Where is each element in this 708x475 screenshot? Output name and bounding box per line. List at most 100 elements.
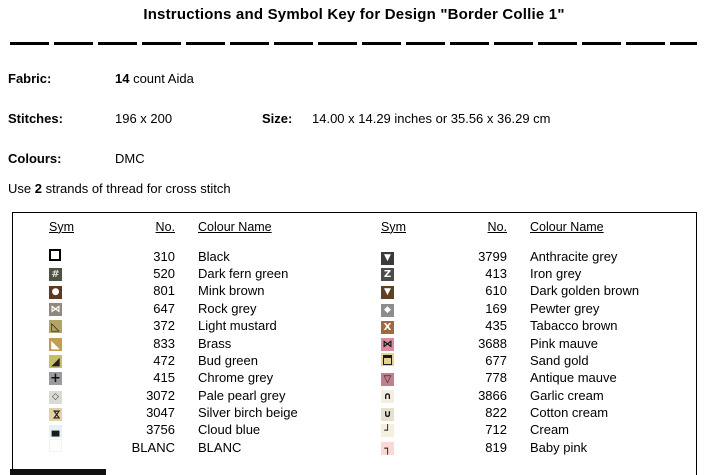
colours-label: Colours: bbox=[8, 151, 62, 166]
key-row: 310 Black bbox=[49, 247, 349, 264]
header-sym: Sym bbox=[49, 219, 74, 234]
colour-name: Bud green bbox=[198, 352, 258, 368]
symbol-glyph: ⋈ bbox=[50, 304, 61, 316]
thread-number: 413 bbox=[485, 265, 507, 281]
page-cutoff-line bbox=[10, 469, 106, 475]
symbol-cell: ▼ bbox=[381, 248, 431, 265]
stitches-value: 196 x 200 bbox=[115, 111, 173, 126]
key-row: ◺ 372 Light mustard bbox=[49, 317, 349, 334]
symbol-swatch-icon: + bbox=[49, 372, 62, 386]
symbol-cell: ▄ bbox=[49, 422, 99, 438]
symbol-glyph: ∩ bbox=[383, 391, 392, 403]
symbol-glyph: ┐ bbox=[384, 441, 391, 455]
symbol-swatch-icon: ▄ bbox=[49, 424, 62, 438]
key-rows-left: 310 Black #520 Dark fern green ● 801 Mink brow… bbox=[49, 247, 349, 456]
key-row: ⋈ 3047 Silver birch beige bbox=[49, 404, 349, 421]
symbol-cell: ∩ bbox=[381, 387, 431, 404]
thread-number: 819 bbox=[485, 439, 507, 455]
symbol-swatch-icon: ⋈ bbox=[49, 303, 62, 317]
symbol-cell: ┘ bbox=[381, 422, 431, 438]
key-row: ▄ 3756 Cloud blue bbox=[49, 421, 349, 438]
symbol-glyph: ┘ bbox=[384, 424, 391, 438]
colour-name: Dark golden brown bbox=[530, 283, 640, 299]
symbol-swatch-icon: ⋈ bbox=[381, 338, 394, 352]
thread-number: BLANC bbox=[131, 439, 175, 455]
colour-name: Tabacco brown bbox=[530, 318, 618, 334]
symbol-swatch-icon bbox=[381, 353, 394, 367]
header-colour-name: Colour Name bbox=[530, 219, 604, 234]
strands-suffix: strands of thread for cross stitch bbox=[41, 181, 231, 196]
symbol-glyph: ◺ bbox=[51, 320, 60, 334]
symbol-swatch-icon: ▼ bbox=[381, 286, 394, 300]
header-no: No. bbox=[487, 219, 507, 234]
symbol-cell bbox=[49, 248, 99, 264]
key-row: ◣ 833 Brass bbox=[49, 334, 349, 351]
symbol-swatch-icon bbox=[49, 439, 62, 453]
fabric-rest: count Aida bbox=[129, 71, 194, 86]
key-header-row: Sym No. Colour Name bbox=[381, 218, 681, 235]
symbol-glyph: ▼ bbox=[384, 287, 391, 298]
key-row: BLANC BLANC bbox=[49, 439, 349, 456]
symbol-cell: ◆ bbox=[381, 300, 431, 317]
symbol-glyph: # bbox=[51, 269, 60, 281]
colour-name: Silver birch beige bbox=[198, 405, 298, 421]
symbol-glyph: ▄ bbox=[51, 425, 60, 437]
thread-number: 822 bbox=[485, 405, 507, 421]
symbol-swatch-icon: ∪ bbox=[381, 407, 394, 421]
thread-number: 3688 bbox=[478, 335, 507, 351]
thread-number: 372 bbox=[153, 318, 175, 334]
thread-number: 169 bbox=[485, 300, 507, 316]
colour-name: Antique mauve bbox=[530, 370, 617, 386]
thread-number: 801 bbox=[153, 283, 175, 299]
key-row: ┘ 712 Cream bbox=[381, 421, 681, 438]
symbol-glyph: ⋈ bbox=[382, 339, 393, 351]
key-column-left: Sym No. Colour Name 310 Black #520 Dark fer… bbox=[49, 213, 349, 456]
symbol-glyph: X bbox=[383, 321, 392, 333]
key-row: ⋈ 647 Rock grey bbox=[49, 300, 349, 317]
symbol-swatch-icon: ◺ bbox=[49, 320, 62, 334]
key-row: ▽ 778 Antique mauve bbox=[381, 369, 681, 386]
key-row: #520 Dark fern green bbox=[49, 265, 349, 282]
symbol-swatch-icon: ◇ bbox=[49, 390, 62, 404]
thread-number: 520 bbox=[153, 265, 175, 281]
thread-number: 3799 bbox=[478, 248, 507, 264]
fabric-label: Fabric: bbox=[8, 71, 52, 86]
thread-number: 472 bbox=[153, 352, 175, 368]
header-colour-name: Colour Name bbox=[198, 219, 272, 234]
colour-name: Sand gold bbox=[530, 352, 589, 368]
symbol-cell: ⋈ bbox=[49, 405, 99, 421]
colour-name: Cotton cream bbox=[530, 405, 609, 421]
symbol-glyph: Z bbox=[383, 269, 392, 281]
colour-name: Mink brown bbox=[198, 283, 265, 299]
thread-number: 3047 bbox=[146, 405, 175, 421]
size-value: 14.00 x 14.29 inches or 35.56 x 36.29 cm bbox=[312, 111, 551, 126]
key-row: ∪ 822 Cotton cream bbox=[381, 404, 681, 421]
symbol-cell: ◣ bbox=[49, 336, 99, 351]
symbol-cell: Z bbox=[381, 265, 431, 282]
symbol-glyph: ⋈ bbox=[50, 409, 61, 420]
symbol-cell bbox=[49, 439, 99, 455]
key-row: 677 Sand gold bbox=[381, 352, 681, 369]
title-underline-rule bbox=[10, 42, 697, 45]
symbol-glyph: ◇ bbox=[52, 391, 59, 402]
symbol-cell: ◇ bbox=[49, 387, 99, 404]
symbol-key-table: Sym No. Colour Name 310 Black #520 Dark fer… bbox=[12, 212, 697, 475]
key-row: X 435 Tabacco brown bbox=[381, 317, 681, 334]
colours-value: DMC bbox=[115, 151, 145, 166]
symbol-glyph: ◆ bbox=[384, 304, 391, 315]
key-row: ┐ 819 Baby pink bbox=[381, 439, 681, 456]
symbol-cell: ⋈ bbox=[381, 335, 431, 352]
symbol-glyph: + bbox=[50, 372, 61, 386]
header-sym: Sym bbox=[381, 219, 406, 234]
symbol-swatch-icon: Z bbox=[381, 268, 394, 282]
symbol-swatch-icon: ◣ bbox=[49, 337, 62, 351]
colour-name: Baby pink bbox=[530, 439, 588, 455]
symbol-glyph: ● bbox=[51, 287, 60, 298]
key-row: ◢ 472 Bud green bbox=[49, 352, 349, 369]
thread-number: 3072 bbox=[146, 387, 175, 403]
symbol-cell: ┐ bbox=[381, 440, 431, 455]
thread-number: 435 bbox=[485, 318, 507, 334]
symbol-cell: ∪ bbox=[381, 405, 431, 421]
colour-name: BLANC bbox=[198, 439, 242, 455]
thread-number: 3866 bbox=[478, 387, 507, 403]
